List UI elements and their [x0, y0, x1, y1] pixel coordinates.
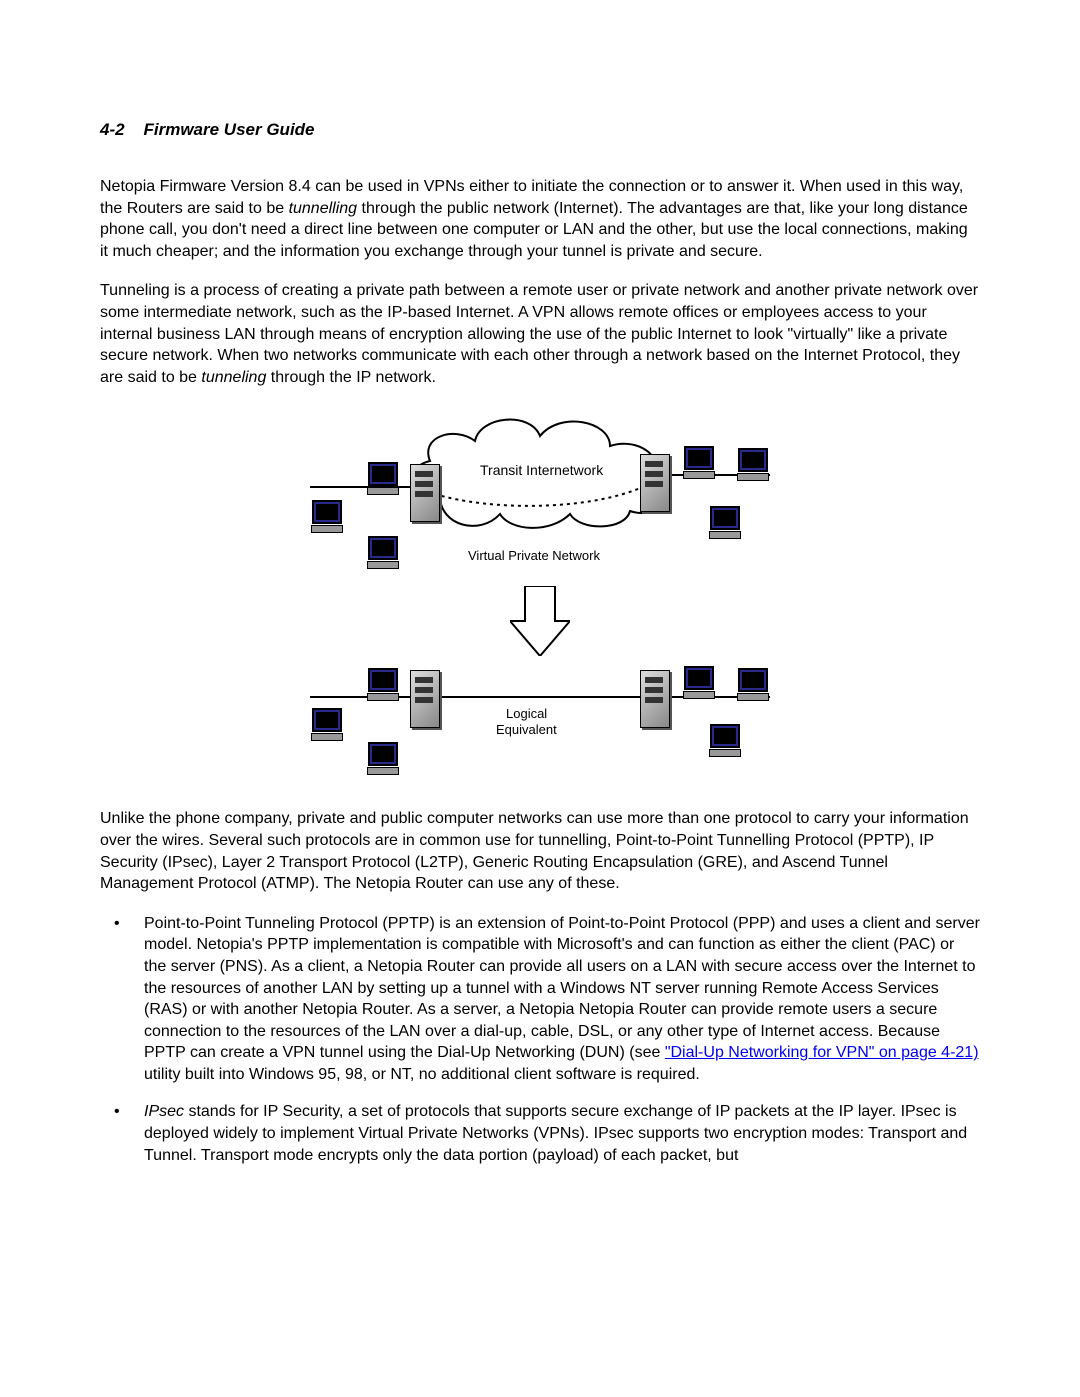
- bullet2-post: stands for IP Security, a set of protoco…: [144, 1103, 967, 1163]
- paragraph-1: Netopia Firmware Version 8.4 can be used…: [100, 176, 980, 262]
- guide-title: Firmware User Guide: [144, 120, 315, 139]
- p2-post: through the IP network.: [266, 369, 436, 386]
- computer-icon: [736, 668, 770, 698]
- page-header: 4-2 Firmware User Guide: [100, 120, 980, 140]
- list-item: IPsec stands for IP Security, a set of p…: [100, 1101, 980, 1166]
- computer-icon: [310, 708, 344, 738]
- bullet2-em: IPsec: [144, 1103, 184, 1120]
- computer-icon: [708, 724, 742, 754]
- computer-icon: [366, 668, 400, 698]
- computer-icon: [682, 446, 716, 476]
- label-logical-1: Logical: [506, 706, 547, 721]
- p1-em: tunnelling: [289, 200, 358, 217]
- vpn-diagram: Transit Internetwork Virtual Private Net…: [100, 406, 980, 786]
- router-icon: [410, 464, 440, 522]
- bullet1-pre: Point-to-Point Tunneling Protocol (PPTP)…: [144, 915, 980, 1062]
- router-icon: [640, 454, 670, 512]
- label-logical-2: Equivalent: [496, 722, 557, 737]
- page-number: 4-2: [100, 120, 125, 139]
- list-item: Point-to-Point Tunneling Protocol (PPTP)…: [100, 913, 980, 1086]
- arrow-down-icon: [510, 586, 570, 656]
- computer-icon: [366, 536, 400, 566]
- router-icon: [410, 670, 440, 728]
- label-transit: Transit Internetwork: [480, 462, 603, 478]
- label-vpn: Virtual Private Network: [468, 548, 600, 563]
- computer-icon: [736, 448, 770, 478]
- computer-icon: [310, 500, 344, 530]
- computer-icon: [366, 462, 400, 492]
- bullet1-post: utility built into Windows 95, 98, or NT…: [144, 1066, 700, 1083]
- computer-icon: [366, 742, 400, 772]
- page: 4-2 Firmware User Guide Netopia Firmware…: [0, 0, 1080, 1397]
- computer-icon: [708, 506, 742, 536]
- paragraph-3: Unlike the phone company, private and pu…: [100, 808, 980, 894]
- p2-em: tunneling: [201, 369, 266, 386]
- dialup-link[interactable]: "Dial-Up Networking for VPN" on page 4-2…: [665, 1044, 979, 1061]
- router-icon: [640, 670, 670, 728]
- protocol-list: Point-to-Point Tunneling Protocol (PPTP)…: [100, 913, 980, 1167]
- computer-icon: [682, 666, 716, 696]
- paragraph-2: Tunneling is a process of creating a pri…: [100, 280, 980, 388]
